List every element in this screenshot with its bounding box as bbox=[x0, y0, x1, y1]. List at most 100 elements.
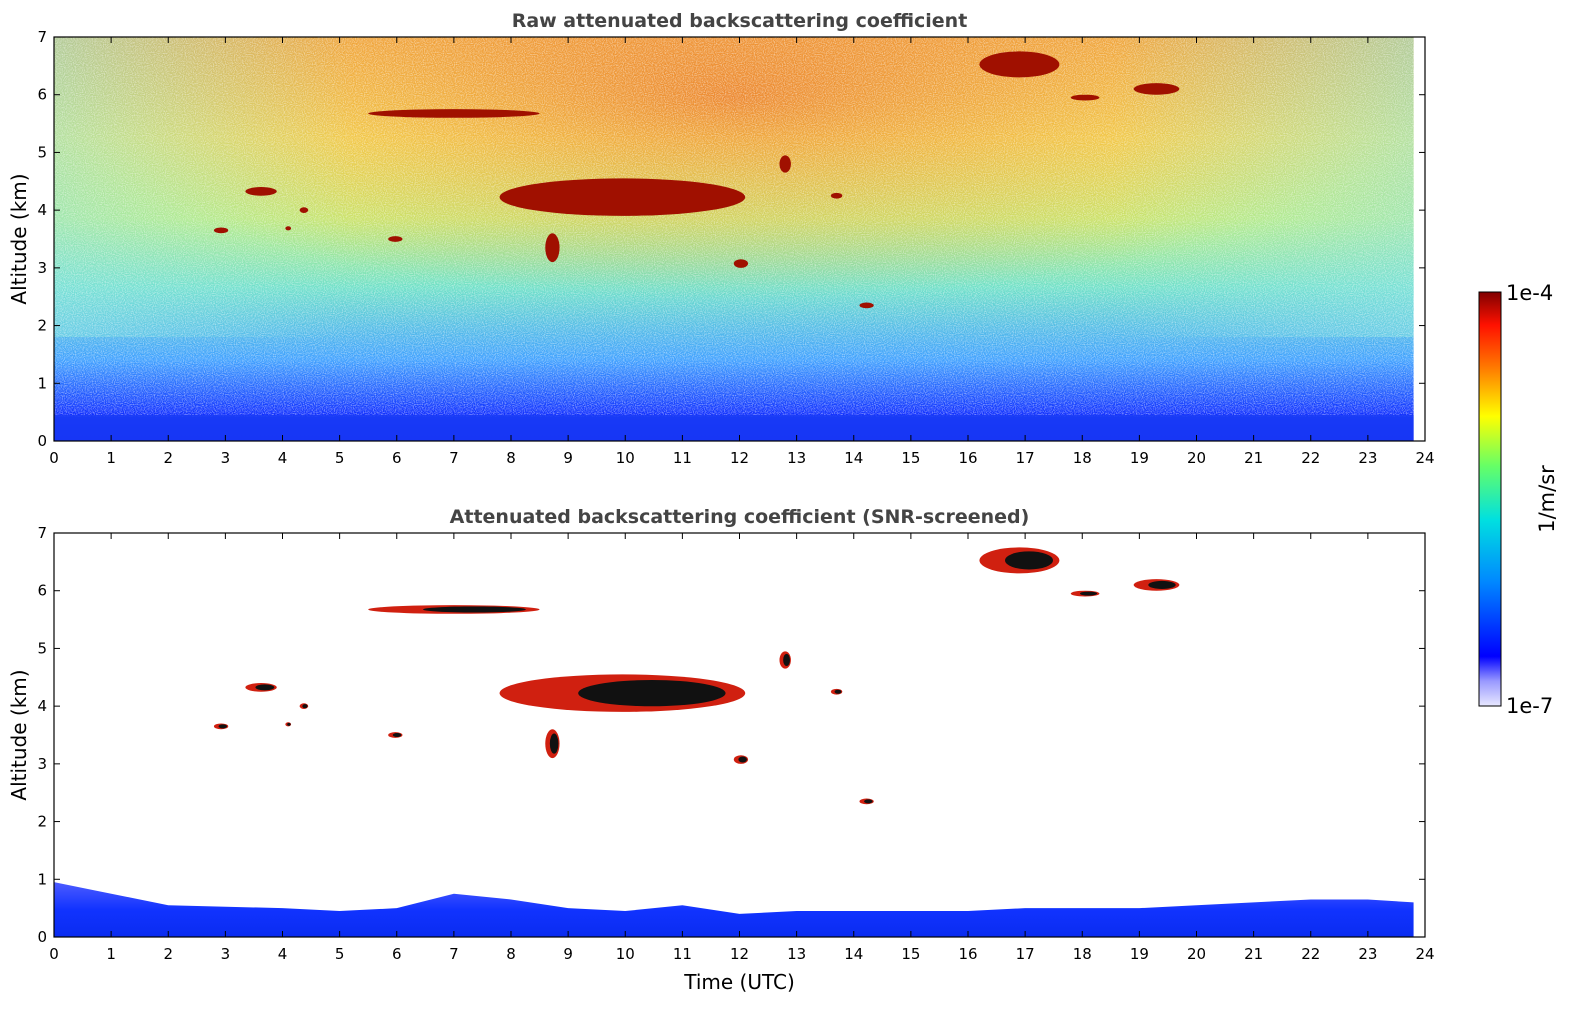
x-tick-label: 1 bbox=[106, 945, 116, 963]
x-tick-label: 16 bbox=[958, 945, 977, 963]
y-tick-label: 7 bbox=[37, 28, 47, 46]
cloud-feature-core bbox=[549, 733, 559, 754]
y-tick-label: 3 bbox=[37, 259, 47, 277]
cloud-feature bbox=[499, 178, 746, 216]
x-tick-label: 6 bbox=[392, 945, 402, 963]
x-tick-label: 3 bbox=[221, 449, 231, 467]
y-tick-label: 6 bbox=[37, 582, 47, 600]
x-tick-label: 14 bbox=[844, 945, 863, 963]
cloud-feature-core bbox=[738, 756, 747, 763]
x-tick-label: 11 bbox=[673, 945, 692, 963]
x-tick-label: 2 bbox=[163, 449, 173, 467]
top-panel-title: Raw attenuated backscattering coefficien… bbox=[512, 10, 968, 32]
x-tick-label: 4 bbox=[278, 945, 288, 963]
cloud-feature bbox=[1133, 83, 1180, 95]
y-tick-label: 1 bbox=[37, 870, 47, 888]
x-tick-label: 23 bbox=[1358, 945, 1377, 963]
x-tick-label: 10 bbox=[616, 449, 635, 467]
y-tick-label: 2 bbox=[37, 317, 47, 335]
colorbar bbox=[1478, 291, 1502, 707]
x-tick-label: 7 bbox=[449, 449, 459, 467]
y-tick-label: 0 bbox=[37, 928, 47, 946]
x-tick-label: 20 bbox=[1187, 449, 1206, 467]
cloud-feature bbox=[830, 192, 843, 199]
y-tick-label: 0 bbox=[37, 432, 47, 450]
cloud-feature-core bbox=[1079, 591, 1098, 596]
x-tick-label: 7 bbox=[449, 945, 459, 963]
cloud-feature-core bbox=[578, 680, 726, 707]
x-axis-label: Time (UTC) bbox=[683, 970, 795, 994]
x-tick-label: 9 bbox=[563, 945, 573, 963]
colorbar-min-label: 1e-7 bbox=[1506, 694, 1553, 718]
x-tick-label: 14 bbox=[844, 449, 863, 467]
x-tick-label: 9 bbox=[563, 449, 573, 467]
x-tick-label: 5 bbox=[335, 945, 345, 963]
bottom-axes: 0 1 2 3 4 5 6 7 8 9 10 11 12 13 14 15 16 17 18 19 20 21 22 23 24… bbox=[37, 524, 1434, 963]
x-tick-label: 23 bbox=[1358, 449, 1377, 467]
cloud-feature bbox=[1070, 94, 1100, 101]
cloud-feature-core bbox=[302, 704, 308, 709]
x-tick-label: 0 bbox=[49, 945, 59, 963]
y-tick-label: 6 bbox=[37, 86, 47, 104]
x-tick-label: 21 bbox=[1244, 945, 1263, 963]
cloud-feature bbox=[733, 259, 749, 268]
y-tick-label: 1 bbox=[37, 374, 47, 392]
y-tick-label: 3 bbox=[37, 755, 47, 773]
x-tick-label: 16 bbox=[958, 449, 977, 467]
cloud-feature bbox=[213, 227, 229, 234]
cloud-feature-core bbox=[834, 689, 842, 694]
cloud-feature bbox=[299, 207, 309, 214]
x-tick-label: 1 bbox=[106, 449, 116, 467]
raw-noise-speckle bbox=[54, 37, 1414, 417]
cloud-feature-core bbox=[864, 799, 873, 804]
x-tick-label: 8 bbox=[506, 449, 516, 467]
x-tick-label: 11 bbox=[673, 449, 692, 467]
boundary-layer-region bbox=[54, 882, 1414, 937]
x-tick-label: 24 bbox=[1415, 449, 1434, 467]
bottom-panel-title: Attenuated backscattering coefficient (S… bbox=[450, 506, 1030, 528]
cloud-feature-core bbox=[255, 684, 275, 691]
x-tick-label: 0 bbox=[49, 449, 59, 467]
cloud-feature bbox=[245, 187, 277, 196]
x-tick-label: 13 bbox=[787, 945, 806, 963]
cloud-feature bbox=[388, 236, 403, 242]
x-tick-label: 5 bbox=[335, 449, 345, 467]
cloud-feature bbox=[368, 109, 540, 118]
x-tick-label: 17 bbox=[1016, 945, 1035, 963]
x-tick-label: 2 bbox=[163, 945, 173, 963]
x-tick-label: 15 bbox=[901, 945, 920, 963]
y-tick-label: 4 bbox=[37, 201, 47, 219]
top-axes: 0 1 2 3 4 5 6 7 8 9 10 11 12 13 14 15 16 17 18 19 20 21 22 23 24… bbox=[37, 28, 1434, 467]
top-y-axis-label: Altitude (km) bbox=[7, 173, 31, 304]
raw-backscatter-plot bbox=[54, 37, 1414, 441]
x-tick-label: 8 bbox=[506, 945, 516, 963]
x-tick-label: 3 bbox=[221, 945, 231, 963]
x-tick-label: 21 bbox=[1244, 449, 1263, 467]
cloud-feature bbox=[979, 51, 1060, 78]
x-tick-label: 17 bbox=[1016, 449, 1035, 467]
x-tick-label: 10 bbox=[616, 945, 635, 963]
x-tick-label: 12 bbox=[730, 945, 749, 963]
cloud-feature-core bbox=[1005, 551, 1054, 570]
x-tick-label: 24 bbox=[1415, 945, 1434, 963]
x-tick-label: 19 bbox=[1130, 449, 1149, 467]
x-tick-label: 12 bbox=[730, 449, 749, 467]
cloud-feature-core bbox=[423, 606, 526, 613]
bottom-y-axis-label: Altitude (km) bbox=[7, 669, 31, 800]
raw-cloud-features bbox=[54, 51, 1414, 441]
x-tick-label: 15 bbox=[901, 449, 920, 467]
cloud-feature-core bbox=[783, 653, 790, 667]
cloud-feature-core bbox=[1148, 580, 1176, 589]
y-tick-label: 2 bbox=[37, 813, 47, 831]
x-tick-label: 4 bbox=[278, 449, 288, 467]
screened-backscatter-plot bbox=[54, 547, 1414, 937]
near-surface-layer bbox=[54, 415, 1414, 441]
x-tick-label: 19 bbox=[1130, 945, 1149, 963]
cloud-feature bbox=[779, 155, 791, 173]
y-tick-label: 5 bbox=[37, 143, 47, 161]
x-tick-label: 18 bbox=[1073, 449, 1092, 467]
x-tick-label: 13 bbox=[787, 449, 806, 467]
x-tick-label: 18 bbox=[1073, 945, 1092, 963]
cloud-feature-core bbox=[392, 732, 402, 738]
